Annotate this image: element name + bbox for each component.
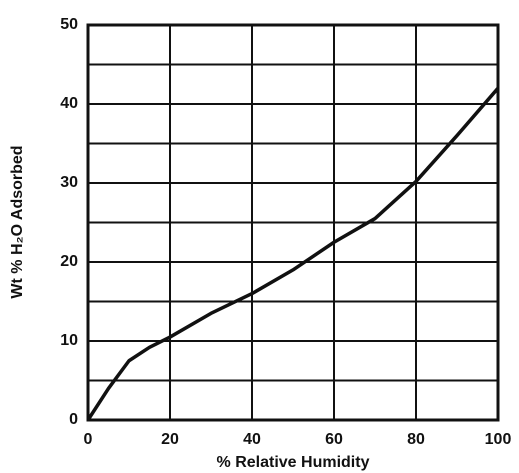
y-tick-label: 40 bbox=[60, 95, 78, 112]
y-tick-label: 50 bbox=[60, 16, 78, 33]
x-tick-label: 100 bbox=[485, 431, 512, 448]
y-tick-label: 10 bbox=[60, 332, 78, 349]
x-tick-label: 80 bbox=[407, 431, 425, 448]
x-tick-label: 0 bbox=[84, 431, 93, 448]
x-tick-label: 20 bbox=[161, 431, 179, 448]
y-axis-label: Wt % H₂O Adsorbed bbox=[9, 145, 26, 298]
x-axis-label: % Relative Humidity bbox=[217, 454, 370, 471]
y-tick-label: 30 bbox=[60, 174, 78, 191]
y-tick-label: 20 bbox=[60, 253, 78, 270]
plot-frame bbox=[86, 23, 500, 422]
x-tick-label: 60 bbox=[325, 431, 343, 448]
y-tick-label: 0 bbox=[69, 411, 78, 428]
x-tick-label: 40 bbox=[243, 431, 261, 448]
data-line bbox=[86, 87, 500, 421]
